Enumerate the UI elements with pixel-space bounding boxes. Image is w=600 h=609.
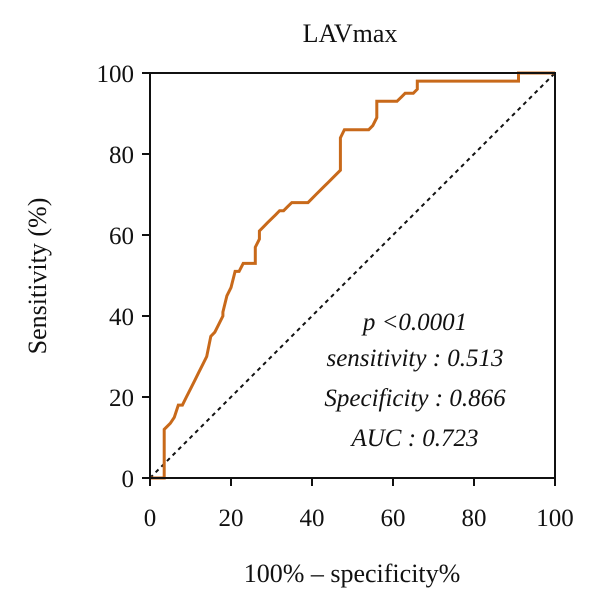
plot-frame — [149, 72, 556, 479]
x-tick-label: 60 — [381, 505, 406, 532]
y-tick-label: 80 — [109, 142, 134, 169]
axes: 0 20 40 60 80 100 0 20 40 60 80 100 — [97, 61, 574, 532]
y-tick-label: 60 — [109, 223, 134, 250]
x-axis-label: 100% – specificity% — [244, 559, 461, 588]
y-tick-label: 100 — [97, 61, 135, 88]
y-tick-label: 40 — [109, 304, 134, 331]
x-tick-label: 20 — [219, 505, 244, 532]
x-tick-label: 80 — [462, 505, 487, 532]
x-tick-label: 0 — [144, 505, 157, 532]
chart-title: LAVmax — [303, 19, 398, 48]
annotation-auc: AUC : 0.723 — [349, 425, 478, 452]
plot-area — [149, 71, 556, 480]
annotation-p-value: p <0.0001 — [361, 309, 467, 336]
y-axis-label: Sensitivity (%) — [23, 198, 52, 355]
y-tick-label: 20 — [109, 385, 134, 412]
y-tick-label: 0 — [122, 466, 135, 493]
reference-diagonal-line — [149, 72, 556, 479]
roc-curve-line — [150, 71, 555, 480]
x-tick-label: 100 — [536, 505, 574, 532]
annotation-sensitivity: sensitivity : 0.513 — [326, 345, 503, 372]
x-tick-label: 40 — [300, 505, 325, 532]
annotation-specificity: Specificity : 0.866 — [324, 385, 506, 412]
annotations: p <0.0001 sensitivity : 0.513 Specificit… — [324, 309, 506, 452]
